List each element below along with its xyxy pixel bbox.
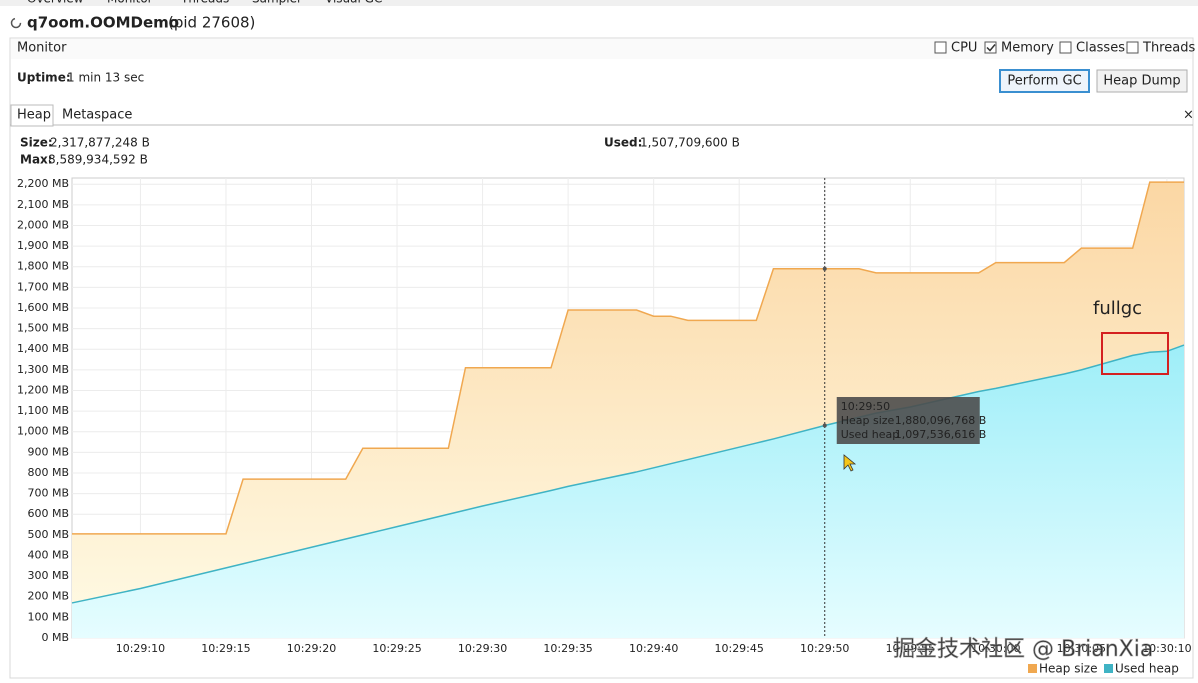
y-tick-label: 0 MB — [41, 631, 69, 644]
y-tick-label: 200 MB — [27, 590, 69, 603]
button-label: Perform GC — [1007, 74, 1081, 89]
y-tick-label: 1,500 MB — [17, 322, 69, 335]
y-tick-label: 900 MB — [27, 445, 69, 458]
x-tick-label: 10:30:10 — [1142, 642, 1191, 655]
y-tick-label: 100 MB — [27, 610, 69, 623]
tooltip-label: Heap size — [841, 414, 895, 427]
y-tick-label: 1,900 MB — [17, 239, 69, 252]
legend-swatch — [1104, 664, 1113, 673]
checkbox[interactable] — [1126, 41, 1139, 54]
checkbox[interactable] — [984, 41, 997, 54]
x-tick-label: 10:29:10 — [116, 642, 165, 655]
tooltip-value: 1,097,536,616 B — [895, 428, 987, 441]
mouse-cursor — [843, 454, 857, 472]
stat-label: Max: — [20, 153, 53, 167]
heap-dump-button[interactable] — [1096, 69, 1188, 93]
perform-gc-button[interactable] — [999, 69, 1090, 93]
top-tab: Visual GC — [325, 0, 382, 6]
legend-label: Used heap — [1115, 662, 1179, 676]
button-label: Heap Dump — [1103, 74, 1180, 89]
top-tab: Monitor — [107, 0, 153, 6]
cursor-point — [822, 423, 827, 428]
checkbox-label: Classes — [1076, 41, 1125, 56]
tooltip-label: Used heap — [841, 428, 900, 441]
top-tab: Overview — [27, 0, 84, 6]
watermark: 掘金技术社区 @ BrianXia — [893, 637, 1153, 662]
tooltip-time: 10:29:50 — [841, 400, 890, 413]
x-tick-label: 10:29:35 — [543, 642, 592, 655]
x-tick-label: 10:30:05 — [1057, 642, 1106, 655]
annotation: fullgc — [1093, 298, 1142, 319]
app-name: q7oom.OOMDemo — [27, 14, 179, 32]
checkbox-label: Threads — [1142, 41, 1195, 56]
legend-swatch — [1028, 664, 1037, 673]
y-tick-label: 600 MB — [27, 507, 69, 520]
checkbox-label: CPU — [951, 41, 977, 56]
x-tick-label: 10:29:55 — [886, 642, 935, 655]
y-tick-label: 1,400 MB — [17, 342, 69, 355]
stat-value: 8,589,934,592 B — [48, 153, 148, 167]
top-tab: Sampler — [252, 0, 302, 6]
x-tick-label: 10:29:30 — [458, 642, 507, 655]
series-line — [71, 344, 1185, 604]
x-tick-label: 10:29:40 — [629, 642, 678, 655]
y-tick-label: 2,100 MB — [17, 198, 69, 211]
checkbox-label: Memory — [1001, 41, 1054, 56]
close-button[interactable]: × — [1183, 108, 1194, 123]
x-tick-label: 10:30:00 — [971, 642, 1020, 655]
metaspace-tab-label: Metaspace — [62, 108, 132, 123]
y-tick-label: 1,800 MB — [17, 260, 69, 273]
y-tick-label: 1,100 MB — [17, 404, 69, 417]
y-tick-label: 1,300 MB — [17, 363, 69, 376]
x-tick-label: 10:29:25 — [372, 642, 421, 655]
annotation-box — [1101, 332, 1169, 375]
y-tick-label: 400 MB — [27, 548, 69, 561]
monitor-panel — [9, 37, 1194, 679]
x-tick-label: 10:29:45 — [714, 642, 763, 655]
x-tick-label: 10:29:50 — [800, 642, 849, 655]
checkbox[interactable] — [1059, 41, 1072, 54]
monitor-header — [11, 39, 1192, 59]
check-mark — [986, 44, 996, 52]
y-tick-label: 500 MB — [27, 528, 69, 541]
heap-tab-label: Heap — [17, 108, 51, 123]
y-tick-label: 1,600 MB — [17, 301, 69, 314]
y-tick-label: 1,200 MB — [17, 383, 69, 396]
spinner — [10, 17, 22, 29]
heap-tab[interactable] — [10, 104, 54, 127]
y-tick-label: 2,200 MB — [17, 177, 69, 190]
legend-label: Heap size — [1039, 662, 1097, 676]
uptime-value: 1 min 13 sec — [67, 71, 144, 85]
checkbox[interactable] — [934, 41, 947, 54]
uptime-label: Uptime: — [17, 71, 71, 85]
y-tick-label: 2,000 MB — [17, 218, 69, 231]
tooltip — [836, 397, 980, 444]
cursor-point — [822, 266, 827, 271]
series-line — [72, 181, 1184, 535]
top-tab: Threads — [180, 0, 229, 6]
monitor-title: Monitor — [17, 41, 67, 56]
y-tick-label: 300 MB — [27, 569, 69, 582]
app-pid: (pid 27608) — [168, 14, 255, 32]
stat-value: 1,507,709,600 B — [640, 136, 740, 150]
stat-label: Size: — [20, 136, 53, 150]
y-tick-label: 1,000 MB — [17, 425, 69, 438]
x-tick-label: 10:29:15 — [201, 642, 250, 655]
y-tick-label: 800 MB — [27, 466, 69, 479]
y-tick-label: 700 MB — [27, 487, 69, 500]
tab-bar — [0, 0, 1198, 6]
y-tick-label: 1,700 MB — [17, 280, 69, 293]
x-tick-label: 10:29:20 — [287, 642, 336, 655]
tooltip-value: 1,880,096,768 B — [895, 414, 987, 427]
stat-label: Used: — [604, 136, 642, 150]
stat-value: 2,317,877,248 B — [50, 136, 150, 150]
